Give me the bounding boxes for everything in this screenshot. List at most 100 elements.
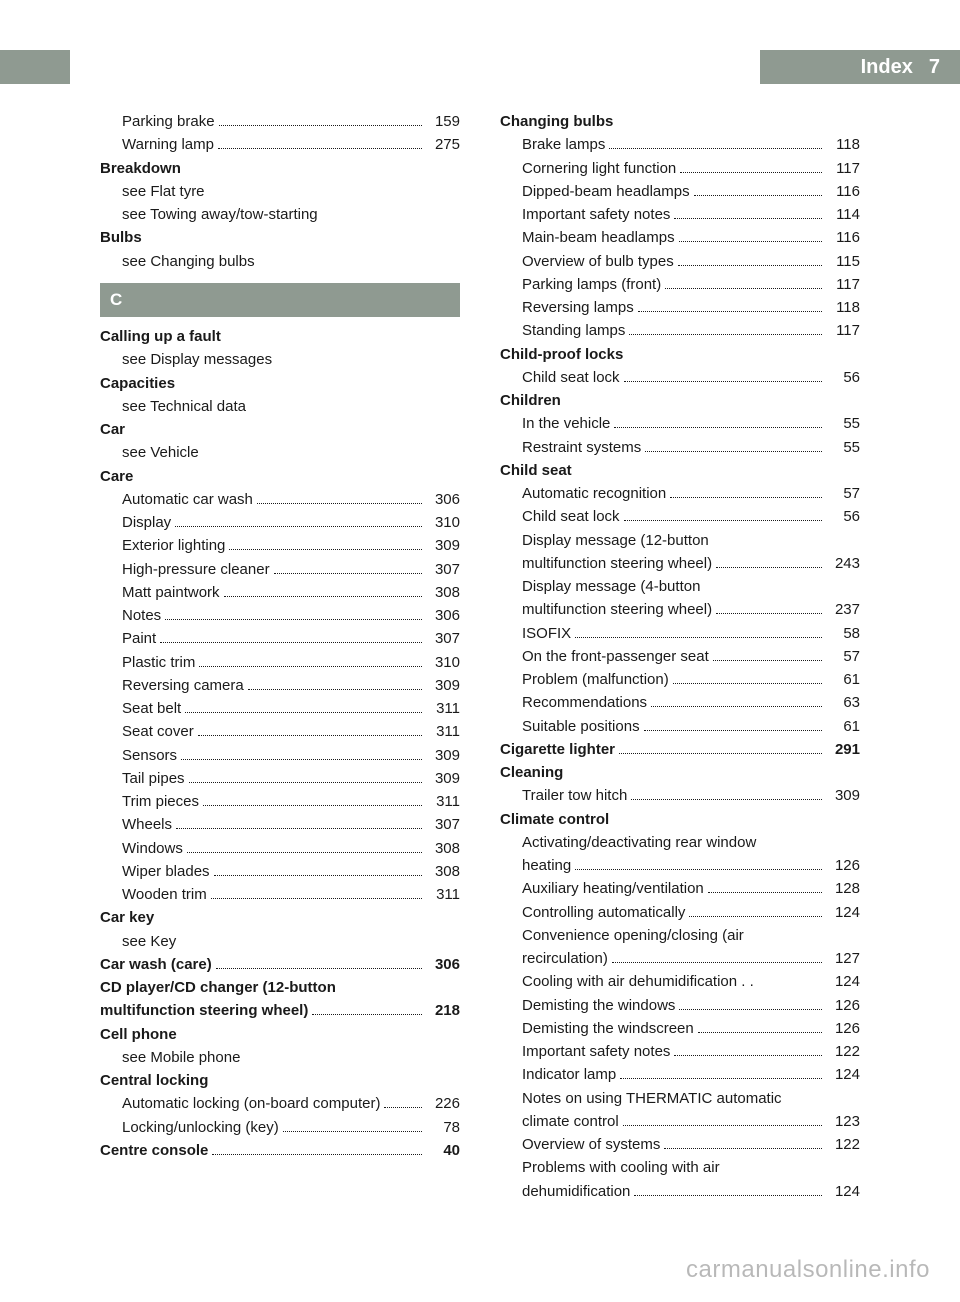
entry-label: dehumidification <box>522 1180 630 1203</box>
index-entry-head-line: Centre console 40 <box>100 1139 460 1162</box>
entry-page-number: 124 <box>826 901 860 924</box>
entry-label: Automatic car wash <box>122 488 253 511</box>
entry-label: Centre console <box>100 1139 208 1162</box>
entry-page-number: 114 <box>826 203 860 226</box>
leader-dots <box>679 996 822 1010</box>
index-entry-head-line: Car wash (care)306 <box>100 953 460 976</box>
entry-page-number: 226 <box>426 1092 460 1115</box>
entry-page-number: 116 <box>826 226 860 249</box>
entry-label: Problem (malfunction) <box>522 668 669 691</box>
index-entry-sub: heating126 <box>500 854 860 877</box>
leader-dots <box>651 694 822 708</box>
entry-label: Brake lamps <box>522 133 605 156</box>
entry-page-number: 218 <box>426 999 460 1022</box>
index-entry-sub: Child seat lock56 <box>500 505 860 528</box>
entry-page-number: 309 <box>426 744 460 767</box>
index-entry-sub: Child seat lock56 <box>500 366 860 389</box>
entry-label: Trim pieces <box>122 790 199 813</box>
entry-label: Reversing camera <box>122 674 244 697</box>
leader-dots <box>665 275 822 289</box>
index-entry-head: Breakdown <box>100 157 460 180</box>
entry-page-number: 310 <box>426 511 460 534</box>
index-entry-sub: In the vehicle55 <box>500 412 860 435</box>
leader-dots <box>274 560 422 574</box>
entry-page-number: 56 <box>826 366 860 389</box>
leader-dots <box>165 607 422 621</box>
leader-dots <box>187 839 422 853</box>
entry-page-number: 311 <box>426 883 460 906</box>
index-entry-sub: Tail pipes309 <box>100 767 460 790</box>
leader-dots <box>218 136 422 150</box>
entry-page-number: 117 <box>826 319 860 342</box>
index-entry-sub: Notes306 <box>100 604 460 627</box>
entry-page-number: 40 <box>426 1139 460 1162</box>
entry-label: Exterior lighting <box>122 534 225 557</box>
entry-label: Automatic locking (on-board computer) <box>122 1092 380 1115</box>
index-entry-head: Child seat <box>500 459 860 482</box>
entry-label: recirculation) <box>522 947 608 970</box>
leader-dots <box>619 740 822 754</box>
entry-label: Suitable positions <box>522 715 640 738</box>
entry-page-number: 57 <box>826 645 860 668</box>
leader-dots <box>624 508 822 522</box>
index-entry-sub: dehumidification124 <box>500 1180 860 1203</box>
index-entry-sub: recirculation)127 <box>500 947 860 970</box>
entry-label: Locking/unlocking (key) <box>122 1116 279 1139</box>
entry-page-number: 117 <box>826 273 860 296</box>
index-see-reference: see Towing away/tow-starting <box>100 203 460 226</box>
index-content: Parking brake159Warning lamp275Breakdown… <box>100 110 880 1203</box>
leader-dots <box>644 717 822 731</box>
entry-page-number: 237 <box>826 598 860 621</box>
entry-label: Tail pipes <box>122 767 185 790</box>
entry-page-number: 116 <box>826 180 860 203</box>
entry-page-number: 118 <box>826 296 860 319</box>
entry-label: Auxiliary heating/ventilation <box>522 877 704 900</box>
index-entry-sub: Reversing camera 309 <box>100 674 460 697</box>
leader-dots <box>680 159 822 173</box>
leader-dots <box>216 955 422 969</box>
entry-label: heating <box>522 854 571 877</box>
entry-label: multifunction steering wheel) <box>100 999 308 1022</box>
leader-dots <box>614 415 822 429</box>
index-see-reference: see Mobile phone <box>100 1046 460 1069</box>
entry-page-number: 275 <box>426 133 460 156</box>
entry-page-number: 308 <box>426 837 460 860</box>
index-entry-sub: Exterior lighting309 <box>100 534 460 557</box>
entry-label: Reversing lamps <box>522 296 634 319</box>
index-entry-sub: Problem (malfunction)61 <box>500 668 860 691</box>
index-entry-sub: Overview of systems122 <box>500 1133 860 1156</box>
index-entry-sub: On the front-passenger seat 57 <box>500 645 860 668</box>
leader-dots <box>673 671 822 685</box>
entry-label: Windows <box>122 837 183 860</box>
index-entry-sub: Main-beam headlamps 116 <box>500 226 860 249</box>
entry-page-number: 58 <box>826 622 860 645</box>
index-see-reference: see Display messages <box>100 348 460 371</box>
entry-label: multifunction steering wheel) <box>522 552 712 575</box>
entry-page-number: 124 <box>826 970 860 993</box>
entry-page-number: 309 <box>426 674 460 697</box>
index-entry-sub: Paint307 <box>100 627 460 650</box>
index-entry-sub: Plastic trim310 <box>100 651 460 674</box>
leader-dots <box>674 206 822 220</box>
leader-dots <box>716 554 822 568</box>
watermark-text: carmanualsonline.info <box>686 1256 930 1284</box>
index-entry-sub: Important safety notes122 <box>500 1040 860 1063</box>
index-entry-sub: Restraint systems55 <box>500 436 860 459</box>
entry-label: Child seat lock <box>522 505 620 528</box>
index-entry-sub: multifunction steering wheel)237 <box>500 598 860 621</box>
leader-dots <box>212 1141 422 1155</box>
entry-label: Overview of systems <box>522 1133 660 1156</box>
entry-label: Automatic recognition <box>522 482 666 505</box>
index-entry-sub: Display message (12-button <box>500 529 860 552</box>
index-entry-sub: Standing lamps117 <box>500 319 860 342</box>
index-entry-sub: multifunction steering wheel)243 <box>500 552 860 575</box>
index-entry-sub: Wheels307 <box>100 813 460 836</box>
entry-label: On the front-passenger seat <box>522 645 709 668</box>
index-entry-sub: Recommendations63 <box>500 691 860 714</box>
entry-label: Dipped-beam headlamps <box>522 180 690 203</box>
leader-dots <box>575 624 822 638</box>
section-letter: C <box>100 283 460 317</box>
entry-label: Main-beam headlamps <box>522 226 675 249</box>
leader-dots <box>283 1118 422 1132</box>
index-entry-sub: Cooling with air dehumidification . .124 <box>500 970 860 993</box>
